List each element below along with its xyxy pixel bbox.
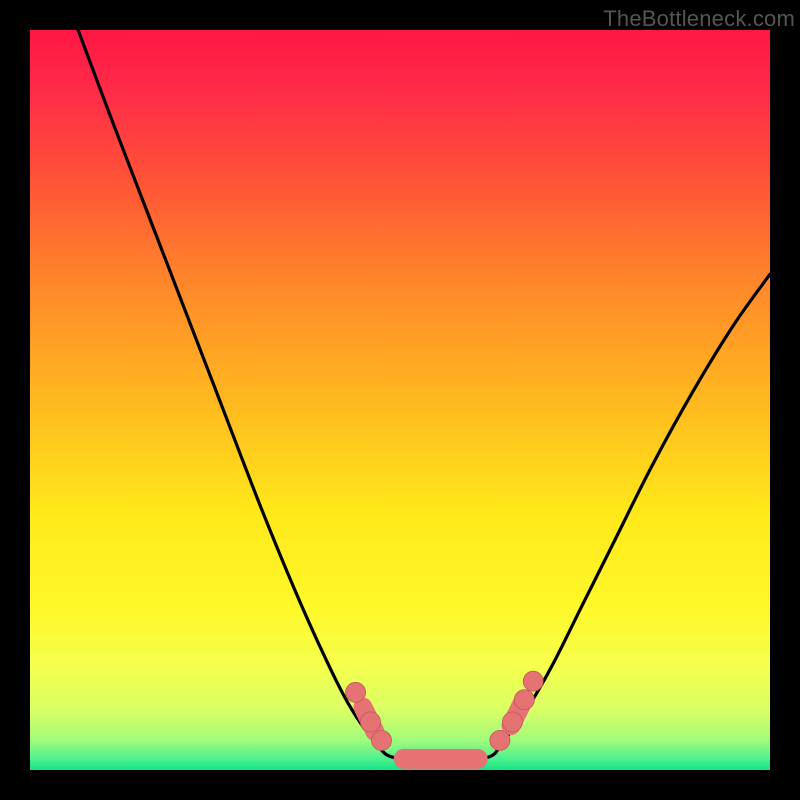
- watermark-text: TheBottleneck.com: [603, 6, 795, 32]
- marker-dot: [346, 682, 366, 702]
- bottleneck-chart: [30, 30, 770, 770]
- marker-dot: [514, 690, 534, 710]
- marker-dot: [502, 712, 522, 732]
- chart-svg: [30, 30, 770, 770]
- marker-dot: [360, 712, 380, 732]
- marker-dot: [490, 730, 510, 750]
- marker-dot: [372, 730, 392, 750]
- marker-dot: [523, 671, 543, 691]
